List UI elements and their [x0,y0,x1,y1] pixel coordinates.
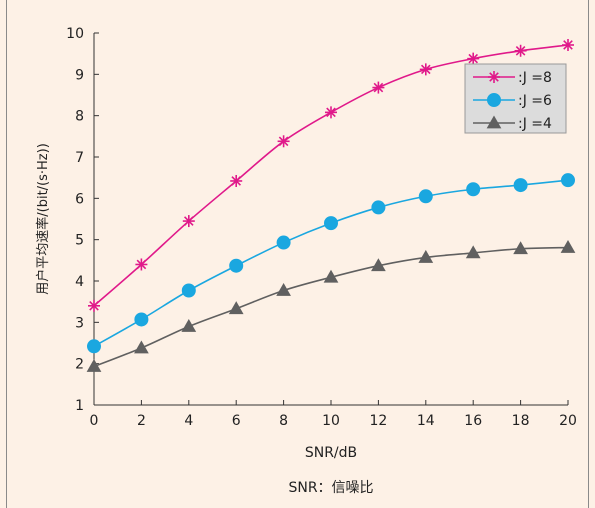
series-3 [86,240,576,372]
x-tick-label: 10 [322,413,340,429]
data-point [371,258,386,272]
data-point [135,258,148,271]
legend-box [464,63,567,134]
data-point [86,359,102,372]
data-point [561,173,575,188]
data-point [466,182,481,197]
x-tick-label: 6 [232,413,241,429]
x-tick-label: 2 [137,413,146,429]
legend-label: :J =8 [518,70,552,86]
data-point [182,215,195,228]
data-point [230,174,243,187]
series-layer [86,38,576,372]
asterisk-stroke [468,53,479,64]
data-point [513,178,528,193]
asterisk-stroke [515,45,526,56]
series-line [93,246,569,368]
y-tick-label: 3 [75,315,84,331]
data-point [87,339,101,354]
asterisk-stroke [231,176,242,186]
y-tick-label: 7 [75,150,84,166]
data-point [324,216,338,231]
data-point [134,312,149,327]
data-point [513,241,528,255]
data-point [371,200,386,215]
series-line [93,179,569,348]
y-tick-label: 8 [75,109,84,125]
asterisk-stroke [420,64,431,75]
data-point [514,44,527,57]
legend-item: :J =6 [473,93,552,109]
data-point [465,245,481,259]
data-point [467,52,480,65]
data-point [323,269,339,283]
data-point [560,240,576,253]
data-point [228,301,244,315]
legend-marker [488,71,500,83]
legend: :J =8 :J =6 :J =4 [464,63,567,134]
y-axis-label: 用户平均速率/(bit/(s·Hz)) [35,143,51,295]
x-tick-label: 20 [559,413,577,429]
legend-item: :J =4 [473,115,552,132]
x-tick-label: 12 [369,413,387,429]
x-axis-label: SNR/dB [305,445,357,461]
asterisk-stroke [89,300,99,311]
data-point [134,340,149,354]
x-tick-label: 14 [417,413,435,429]
x-tick-label: 4 [184,413,193,429]
asterisk-stroke [136,259,147,270]
data-point [418,189,433,204]
x-tick-label: 18 [512,413,530,429]
legend-label: :J =4 [518,116,552,132]
data-point [418,249,434,263]
y-tick-label: 9 [75,67,84,83]
chart-caption: SNR：信噪比 [288,480,373,496]
asterisk-stroke [183,216,194,226]
data-point [276,235,291,250]
asterisk-stroke [563,40,573,50]
asterisk-stroke [373,82,384,93]
data-point [181,283,196,298]
legend-marker [487,93,501,107]
data-point [325,106,337,119]
figure-frame [6,0,589,508]
y-tick-label: 10 [66,26,84,42]
data-point [229,258,244,273]
data-point [88,299,100,312]
data-point [181,318,197,332]
y-tick-label: 1 [75,398,84,414]
data-point [562,38,574,51]
y-tick-label: 6 [75,191,84,207]
x-tick-label: 16 [464,413,482,429]
data-point [372,81,385,94]
x-tick-label: 0 [90,413,99,429]
y-tick-label: 5 [75,233,84,249]
legend-item: :J =8 [473,70,552,86]
data-point [419,63,432,76]
asterisk-stroke [326,107,336,118]
legend-label: :J =6 [518,93,552,109]
asterisk-stroke [278,136,289,147]
series-1 [88,38,574,312]
series-2 [87,173,575,354]
asterisk-stroke [489,72,499,82]
data-point [276,282,291,296]
x-tick-label: 8 [279,413,288,429]
data-point [277,135,290,148]
y-tick-label: 2 [75,357,84,373]
legend-marker [486,115,502,129]
y-tick-label: 4 [75,274,84,290]
